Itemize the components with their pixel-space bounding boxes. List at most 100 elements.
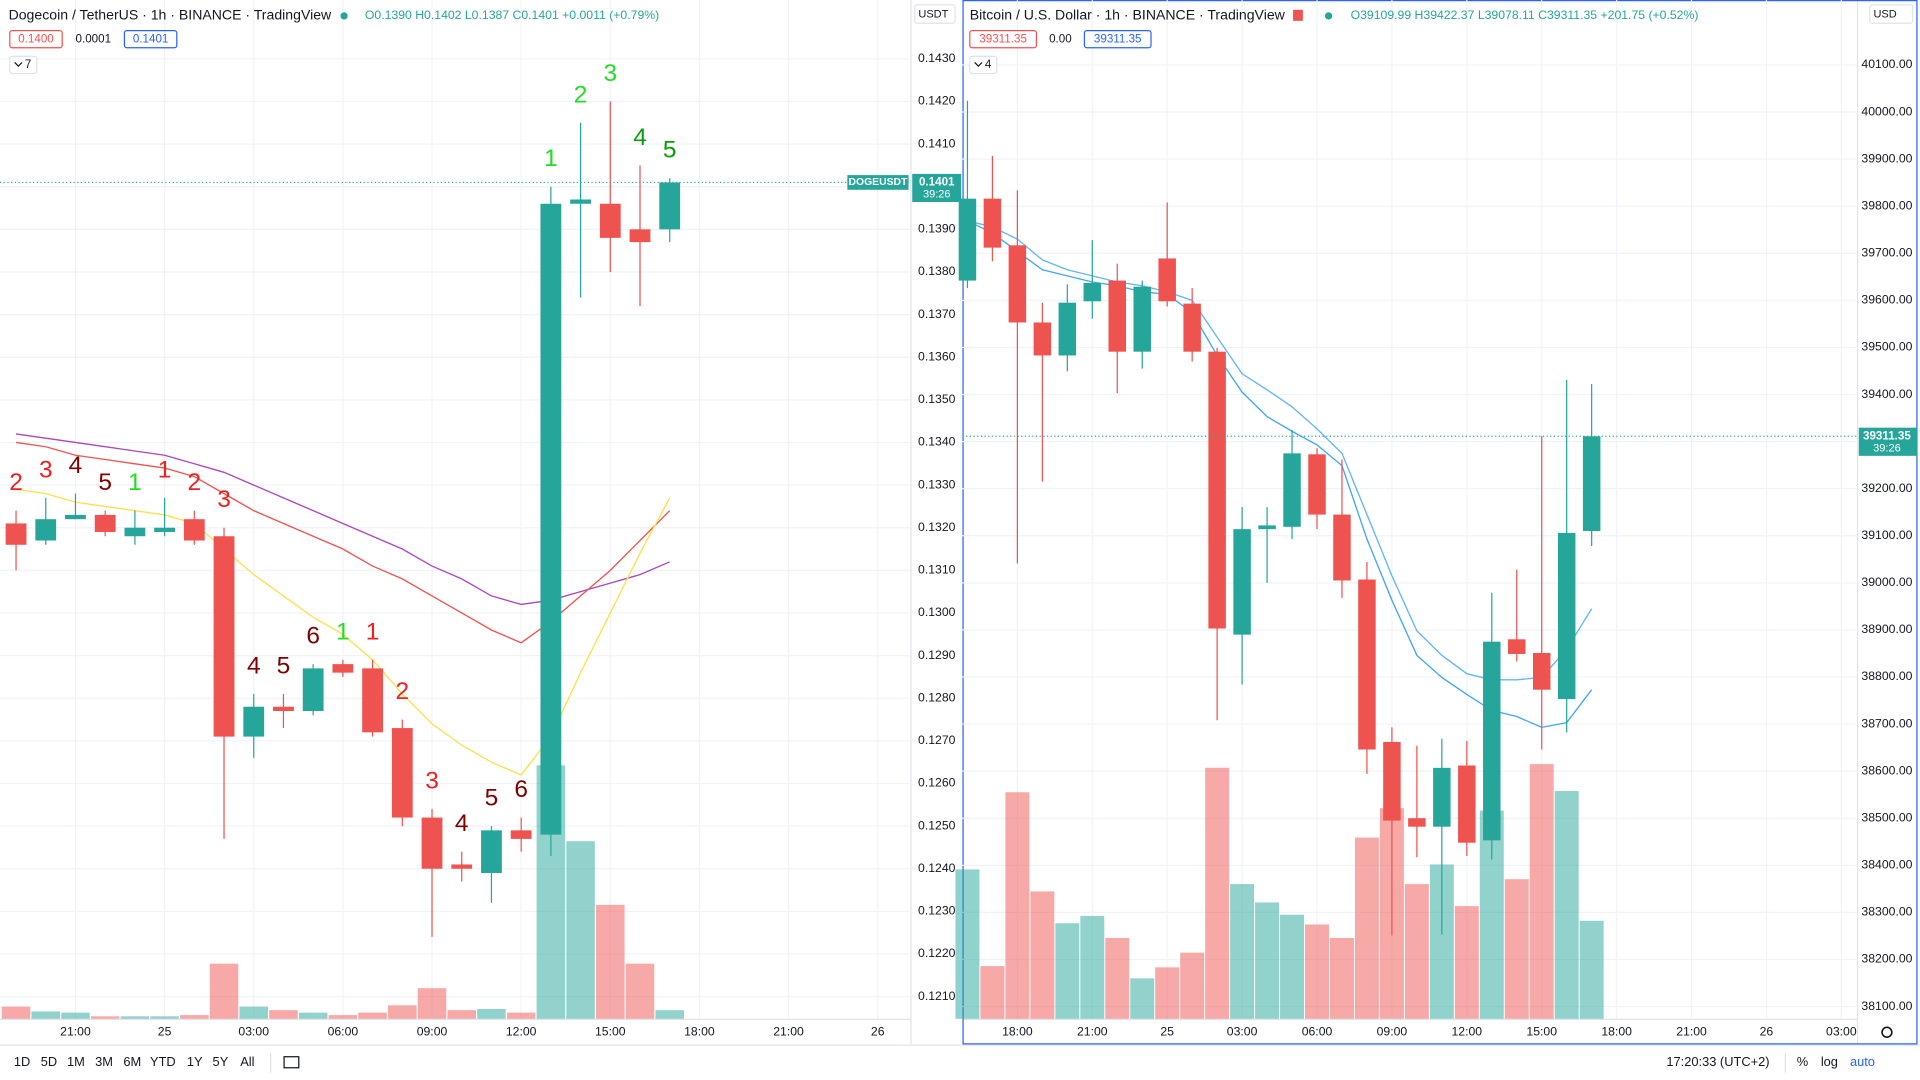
volume-bar xyxy=(1080,915,1105,1019)
y-tick-label: 0.1290 xyxy=(918,648,956,662)
currency-label[interactable]: USD xyxy=(1873,9,1896,21)
x-tick-label: 26 xyxy=(871,1024,885,1038)
y-tick-label: 0.1390 xyxy=(918,222,956,236)
candle-body xyxy=(1058,302,1077,356)
candle-body xyxy=(362,668,383,733)
indicator-count[interactable]: 7 xyxy=(25,58,31,71)
y-tick-label: 38500.00 xyxy=(1861,810,1912,824)
clock: 17:20:33 (UTC+2) xyxy=(1666,1054,1769,1069)
y-tick-label: 0.1330 xyxy=(918,477,956,491)
td-count-label: 3 xyxy=(425,768,439,795)
td-count-label: 1 xyxy=(128,469,142,496)
td-count-label: 1 xyxy=(544,145,558,172)
td-count-label: 5 xyxy=(277,652,291,679)
candle-body xyxy=(273,706,294,712)
indicators-toggle[interactable] xyxy=(9,55,38,75)
scale-option[interactable]: auto xyxy=(1850,1054,1875,1069)
volume-bar xyxy=(447,1010,476,1019)
value-badge xyxy=(9,30,63,49)
candle-body xyxy=(540,203,562,835)
y-tick-label: 0.1430 xyxy=(918,51,956,65)
ohlc-legend: O0.1390 H0.1402 L0.1387 C0.1401 +0.0011 … xyxy=(365,8,659,22)
volume-bar xyxy=(388,1005,417,1019)
y-tick-label: 39500.00 xyxy=(1861,340,1912,354)
screenshot-icon[interactable] xyxy=(283,1056,300,1069)
range-button[interactable]: 5D xyxy=(41,1054,57,1069)
price-tag xyxy=(1858,427,1918,456)
candle-body xyxy=(1582,436,1601,532)
candle-body xyxy=(1283,453,1301,527)
x-tick-label: 21:00 xyxy=(1077,1024,1108,1038)
volume-bar xyxy=(120,1016,150,1019)
candle-body xyxy=(1233,529,1251,635)
candle-body xyxy=(1083,282,1102,302)
candle-body xyxy=(243,706,265,737)
flag-icon xyxy=(1293,9,1303,21)
candle-body xyxy=(5,523,27,545)
volume-bar xyxy=(417,988,447,1019)
x-tick-label: 03:00 xyxy=(1826,1024,1857,1038)
candle-body xyxy=(302,668,324,712)
x-tick-label: 18:00 xyxy=(684,1024,715,1038)
candle-body xyxy=(213,536,235,737)
y-tick-label: 39900.00 xyxy=(1861,151,1912,165)
currency-chip[interactable] xyxy=(1869,4,1914,24)
range-button[interactable]: 3M xyxy=(95,1054,113,1069)
x-tick-label: 15:00 xyxy=(1526,1024,1557,1038)
volume-bar xyxy=(1429,864,1454,1019)
volume-bar xyxy=(239,1006,269,1019)
td-count-label: 1 xyxy=(366,618,380,645)
settings-icon[interactable] xyxy=(1881,1026,1893,1038)
y-tick-label: 0.1230 xyxy=(918,904,956,918)
chevron[interactable] xyxy=(974,62,983,67)
x-tick-label: 12:00 xyxy=(1452,1024,1483,1038)
volume-bar xyxy=(1055,923,1080,1019)
candle-body xyxy=(1458,765,1476,843)
range-button[interactable]: 1D xyxy=(14,1054,30,1069)
y-tick-label: 38900.00 xyxy=(1861,622,1912,636)
gear[interactable] xyxy=(1881,1026,1893,1038)
icon[interactable] xyxy=(283,1056,300,1069)
candle-body xyxy=(1557,532,1576,700)
y-tick-label: 0.1410 xyxy=(918,136,956,150)
symbol-tag-label: DOGEUSDT xyxy=(849,177,909,188)
x-tick-label: 18:00 xyxy=(1002,1024,1033,1038)
volume-bar xyxy=(477,1008,506,1019)
volume-bar xyxy=(1479,810,1504,1019)
x-tick-label: 15:00 xyxy=(595,1024,626,1038)
range-button[interactable]: 1Y xyxy=(187,1054,203,1069)
candle-body xyxy=(332,664,354,673)
volume-bar xyxy=(1030,891,1055,1019)
indicators-toggle[interactable] xyxy=(969,55,998,75)
symbol-tag xyxy=(847,175,909,190)
scale-option[interactable]: log xyxy=(1821,1054,1838,1069)
candle-body xyxy=(35,519,57,541)
candle-body xyxy=(1258,525,1276,530)
volume-bar xyxy=(1,1006,31,1019)
y-tick-label: 0.1270 xyxy=(918,733,956,747)
currency-label[interactable]: USDT xyxy=(918,9,948,21)
currency-chip[interactable] xyxy=(914,4,956,24)
td-count-label: 3 xyxy=(217,486,231,513)
td-count-label: 4 xyxy=(455,810,469,837)
y-tick-label: 39700.00 xyxy=(1861,246,1912,260)
range-button[interactable]: 5Y xyxy=(213,1054,229,1069)
volume-bar xyxy=(1155,967,1180,1019)
y-tick-label: 38400.00 xyxy=(1861,858,1912,872)
badge-label: 0.00 xyxy=(1049,32,1072,45)
y-tick-label: 0.1320 xyxy=(918,520,956,534)
indicator-count[interactable]: 4 xyxy=(985,58,992,71)
chevron[interactable] xyxy=(14,62,23,67)
range-button[interactable]: YTD xyxy=(150,1054,176,1069)
candle-body xyxy=(1133,286,1151,352)
y-tick-label: 39600.00 xyxy=(1861,293,1912,307)
candle-body xyxy=(1008,245,1027,323)
value-badge xyxy=(1083,30,1152,49)
range-button[interactable]: 6M xyxy=(123,1054,141,1069)
range-button[interactable]: 1M xyxy=(67,1054,85,1069)
range-button[interactable]: All xyxy=(240,1054,254,1069)
volume-bar xyxy=(1105,937,1130,1019)
x-tick-label: 09:00 xyxy=(1377,1024,1408,1038)
scale-option[interactable]: % xyxy=(1797,1054,1808,1069)
volume-bar xyxy=(1554,791,1579,1019)
